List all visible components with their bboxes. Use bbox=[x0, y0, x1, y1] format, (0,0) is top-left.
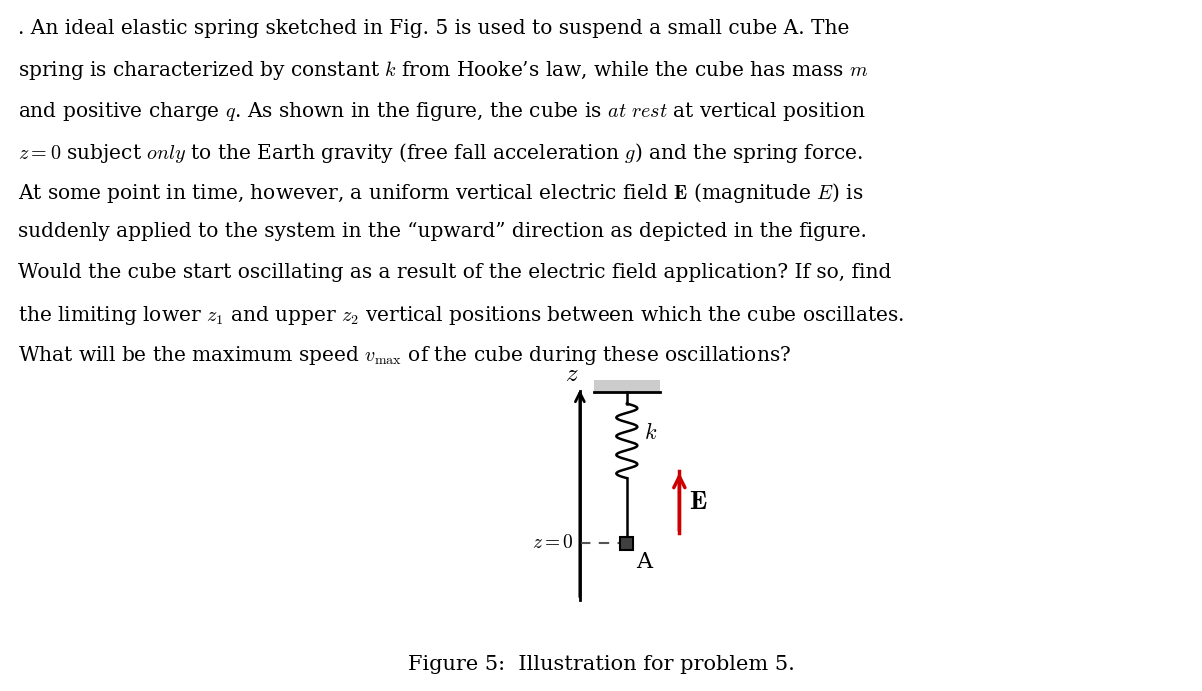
Text: . An ideal elastic spring sketched in Fig. 5 is used to suspend a small cube A. : . An ideal elastic spring sketched in Fi… bbox=[18, 19, 850, 37]
Text: $z = 0$ subject $\mathit{only}$ to the Earth gravity (free fall acceleration $g$: $z = 0$ subject $\mathit{only}$ to the E… bbox=[18, 141, 863, 164]
Bar bbox=[620, 537, 633, 550]
Text: $z{=}0$: $z{=}0$ bbox=[532, 534, 575, 552]
Text: At some point in time, however, a uniform vertical electric field $\mathbf{E}$ (: At some point in time, however, a unifor… bbox=[18, 182, 863, 205]
Text: suddenly applied to the system in the “upward” direction as depicted in the figu: suddenly applied to the system in the “u… bbox=[18, 223, 867, 241]
Text: A: A bbox=[636, 551, 651, 574]
Text: Figure 5:  Illustration for problem 5.: Figure 5: Illustration for problem 5. bbox=[407, 655, 795, 674]
Text: the limiting lower $z_1$ and upper $z_2$ vertical positions between which the cu: the limiting lower $z_1$ and upper $z_2$… bbox=[18, 303, 904, 327]
Text: and positive charge $q$. As shown in the figure, the cube is $\mathit{at\ rest}$: and positive charge $q$. As shown in the… bbox=[18, 100, 865, 123]
Text: $z$: $z$ bbox=[565, 363, 578, 386]
Text: spring is characterized by constant $k$ from Hooke’s law, while the cube has mas: spring is characterized by constant $k$ … bbox=[18, 59, 869, 82]
Text: Would the cube start oscillating as a result of the electric field application? : Would the cube start oscillating as a re… bbox=[18, 263, 892, 282]
Text: What will be the maximum speed $v_{\mathrm{max}}$ of the cube during these oscil: What will be the maximum speed $v_{\math… bbox=[18, 344, 791, 368]
Text: $\mathbf{E}$: $\mathbf{E}$ bbox=[689, 489, 708, 514]
Bar bbox=[594, 380, 660, 392]
Text: $k$: $k$ bbox=[644, 422, 657, 444]
